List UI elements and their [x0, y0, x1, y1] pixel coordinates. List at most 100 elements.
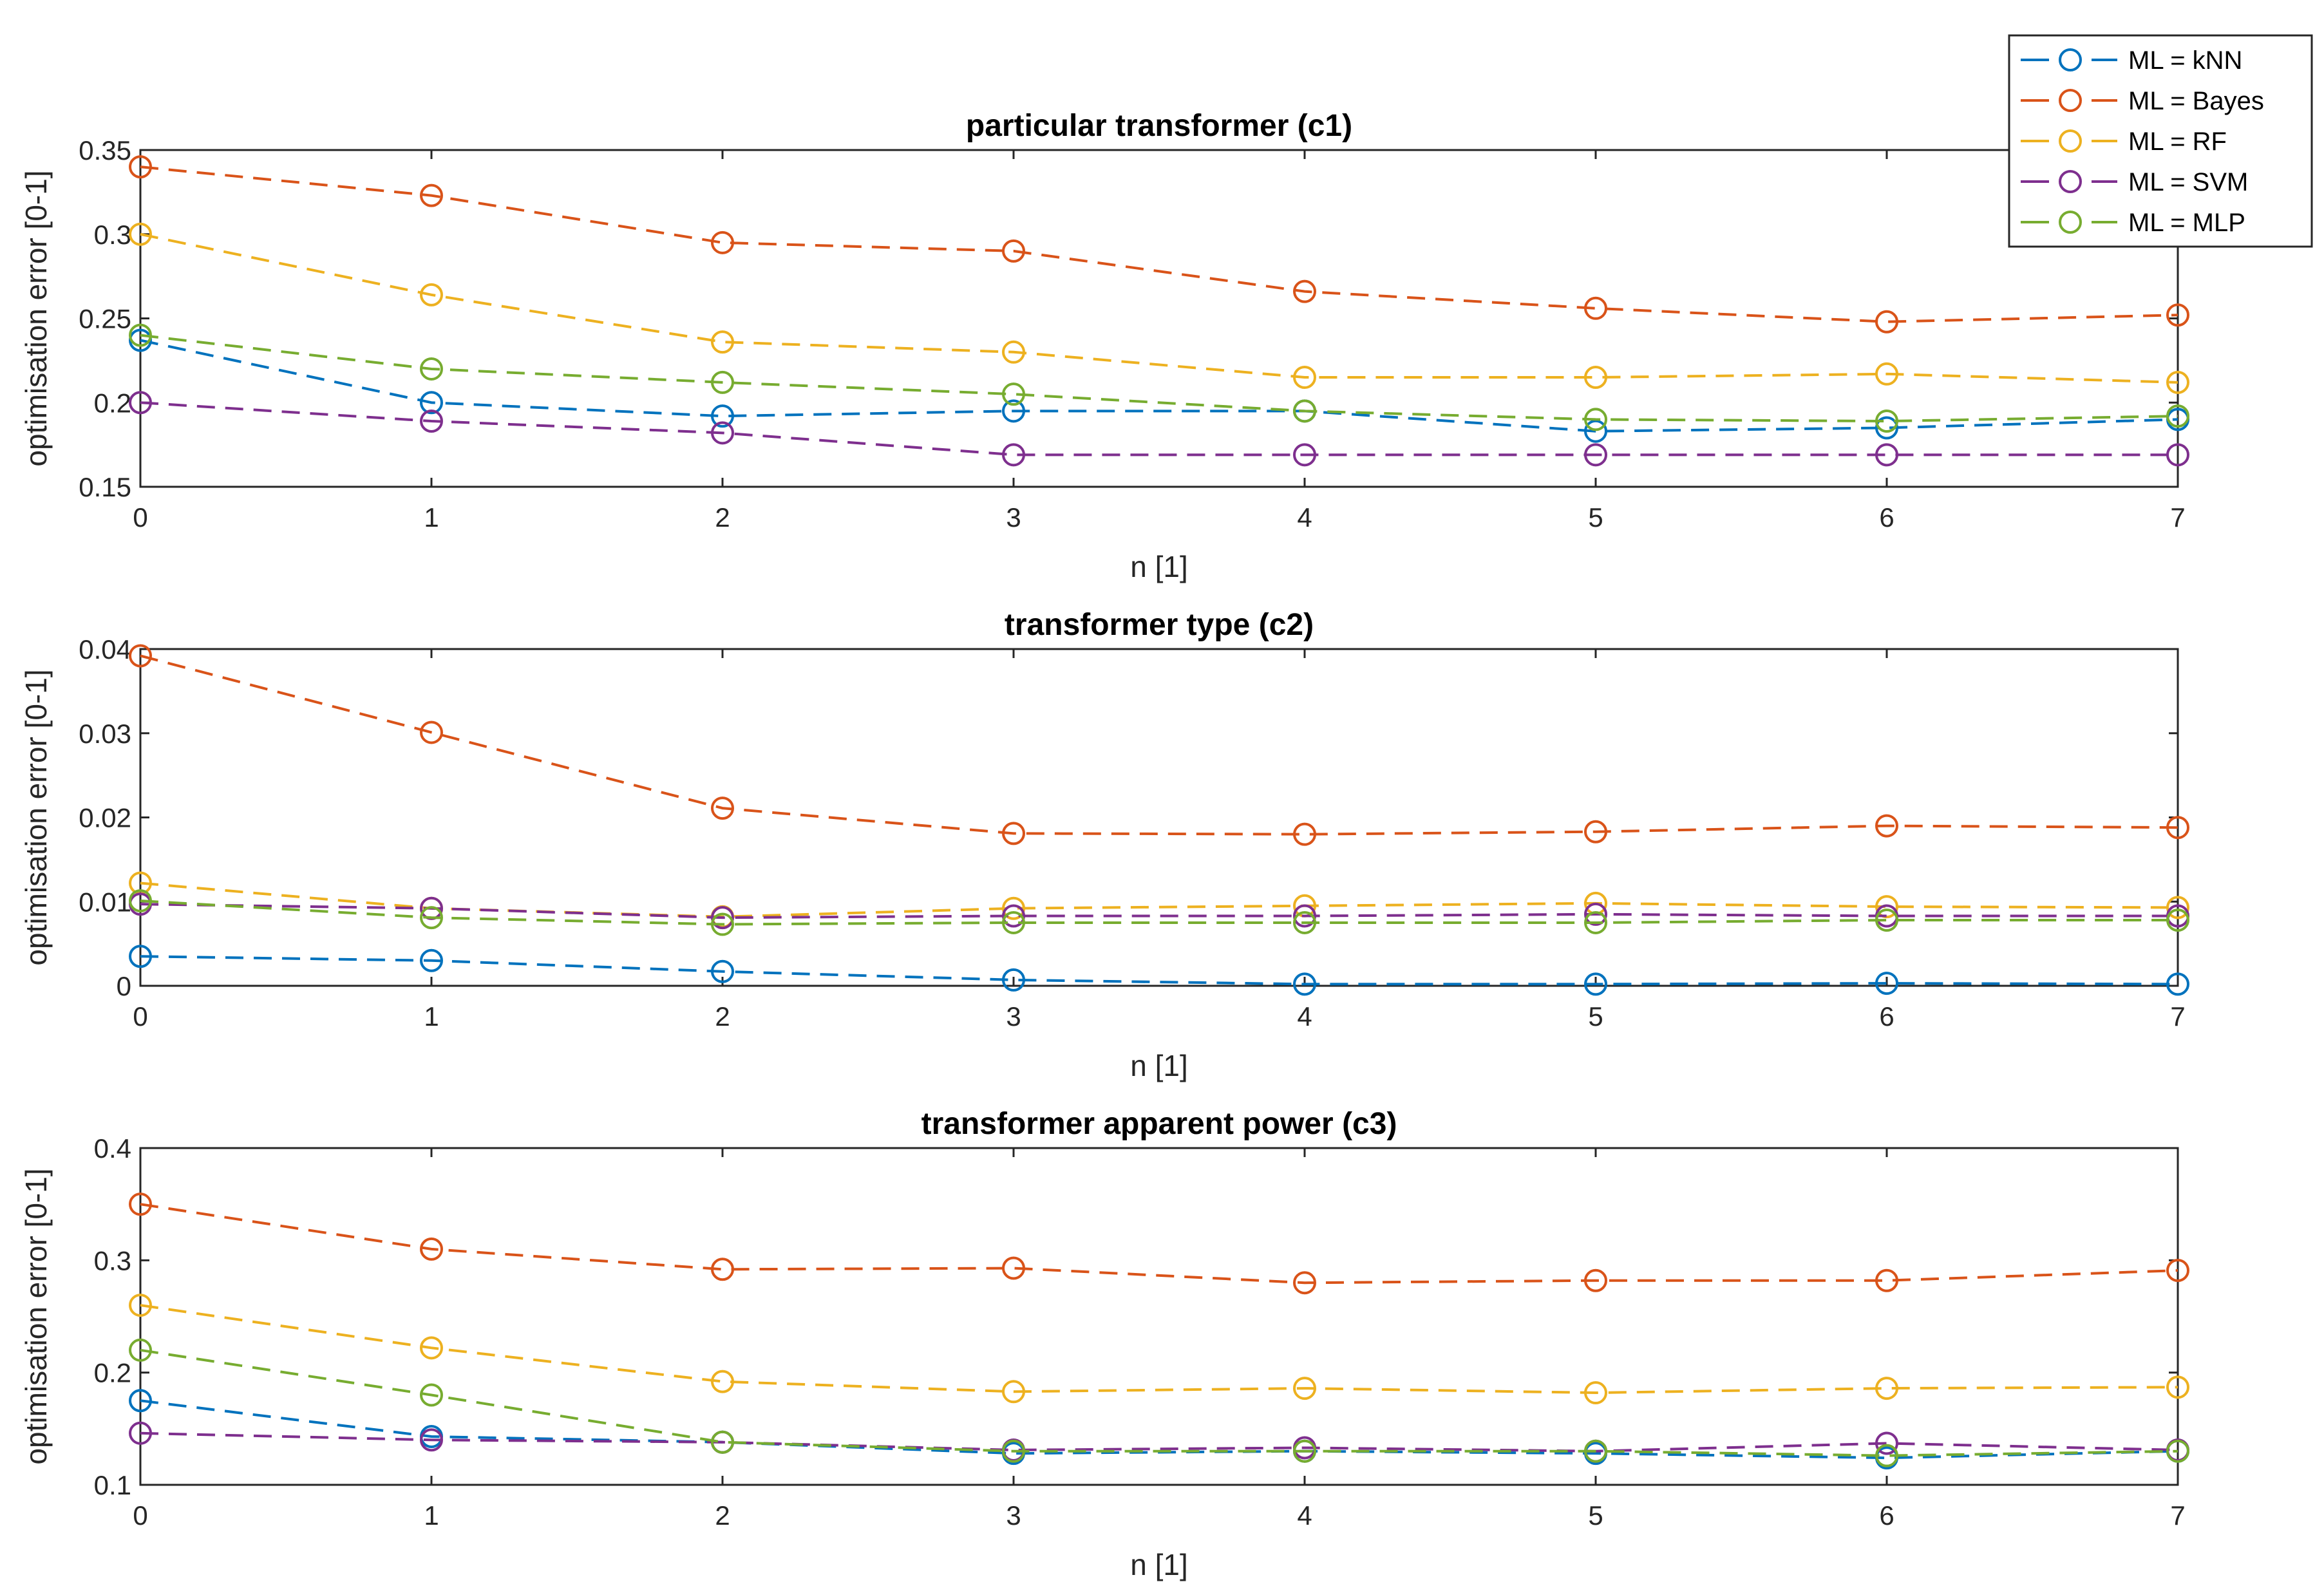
series-line [140, 1348, 2178, 1457]
data-point [129, 1294, 152, 1317]
data-point [129, 391, 152, 415]
data-point [420, 1336, 443, 1360]
series-line [140, 165, 2178, 323]
series-line [140, 339, 2178, 433]
x-tick-label: 6 [1879, 502, 1894, 533]
legend-label: ML = Bayes [2128, 87, 2264, 115]
data-point [711, 231, 734, 254]
legend: ML = kNN ML = Bayes ML = RF ML = SVM ML = ML… [2008, 34, 2313, 248]
x-axis-label: n [1] [1130, 1548, 1188, 1581]
data-point [1584, 1381, 1607, 1405]
data-point [1584, 972, 1607, 996]
data-point [129, 1338, 152, 1362]
data-point [1875, 1377, 1898, 1400]
data-point [1875, 443, 1898, 467]
series-line [140, 334, 2178, 423]
plot-area [139, 648, 2179, 987]
data-point [1293, 399, 1316, 423]
y-axis-label: optimisation error [0-1] [19, 1168, 53, 1464]
series-mlp [129, 889, 2189, 936]
panel-title: particular transformer (c1) [966, 109, 1352, 143]
legend-entry-svm: ML = SVM [2021, 168, 2248, 196]
y-axis-label: optimisation error [0-1] [19, 170, 53, 466]
legend-entry-rf: ML = RF [2021, 127, 2227, 156]
data-point [129, 644, 152, 668]
data-point [420, 184, 443, 207]
panel-2: 0 1 2 3 4 5 6 7 0 0.01 0.02 0.03 0.04 transformer typ… [19, 608, 2189, 1082]
series-line [140, 899, 2178, 926]
plot-area [139, 1147, 2179, 1486]
x-tick-label: 3 [1006, 1001, 1021, 1032]
data-point [1875, 1431, 1898, 1455]
data-point [1293, 1377, 1316, 1400]
data-point [2166, 816, 2189, 840]
x-tick-label: 6 [1879, 1500, 1894, 1531]
series-bayes [129, 1192, 2189, 1295]
y-tick-label: 0.2 [94, 388, 131, 418]
data-point [1293, 972, 1316, 996]
data-point [1293, 279, 1316, 303]
data-point [1002, 1439, 1025, 1463]
data-point [1584, 910, 1607, 934]
data-point [711, 330, 734, 354]
x-tick-label: 5 [1588, 1500, 1603, 1531]
data-point [420, 357, 443, 381]
series-line [140, 232, 2178, 384]
data-point [1875, 416, 1898, 440]
data-point [2166, 370, 2189, 394]
legend-entry-bayes: ML = Bayes [2021, 87, 2264, 115]
y-tick-label: 0.01 [79, 887, 131, 917]
data-point [420, 1428, 443, 1452]
data-point [129, 1192, 152, 1216]
legend-marker [2059, 48, 2082, 71]
data-point [1875, 1268, 1898, 1292]
data-point [1584, 408, 1607, 431]
y-tick-label: 0.25 [79, 304, 131, 334]
data-point [1584, 902, 1607, 926]
x-tick-label: 4 [1297, 1500, 1312, 1531]
series-svm [129, 391, 2189, 467]
y-tick-label: 0 [117, 971, 131, 1001]
data-point [129, 889, 152, 912]
x-tick-label: 7 [2170, 1500, 2185, 1531]
data-point [1002, 1256, 1025, 1280]
data-point [2166, 404, 2189, 428]
data-point [129, 222, 152, 246]
data-point [1875, 895, 1898, 919]
x-axis-label: n [1] [1130, 1049, 1188, 1082]
legend-marker [2059, 211, 2082, 234]
x-tick-label: 3 [1006, 502, 1021, 533]
x-axis-label: n [1] [1130, 550, 1188, 583]
data-point [1293, 1439, 1316, 1463]
plot-area [139, 149, 2179, 488]
data-point [711, 959, 734, 983]
data-point [420, 906, 443, 930]
x-tick-label: 0 [133, 1500, 147, 1531]
data-point [1584, 296, 1607, 320]
legend-label: ML = kNN [2128, 46, 2242, 75]
panel-title: transformer apparent power (c3) [921, 1107, 1397, 1141]
x-tick-label: 1 [424, 502, 439, 533]
series-line [140, 881, 2178, 918]
series-rf [129, 1294, 2189, 1405]
data-point [1584, 419, 1607, 443]
y-tick-label: 0.2 [94, 1358, 131, 1388]
data-point [711, 1370, 734, 1393]
data-point [2166, 443, 2189, 467]
data-point [2166, 1375, 2189, 1399]
x-tick-label: 4 [1297, 502, 1312, 533]
data-point [1002, 910, 1025, 934]
x-tick-label: 1 [424, 1001, 439, 1032]
x-tick-label: 7 [2170, 1001, 2185, 1032]
data-point [1002, 822, 1025, 845]
data-point [711, 1430, 734, 1454]
x-tick-label: 7 [2170, 502, 2185, 533]
series-line [140, 1304, 2178, 1395]
data-point [1584, 820, 1607, 844]
x-tick-label: 2 [715, 502, 730, 533]
data-point [1293, 822, 1316, 846]
data-point [1002, 399, 1025, 423]
y-tick-label: 0.04 [79, 634, 131, 665]
data-point [1002, 340, 1025, 364]
data-point [420, 948, 443, 972]
